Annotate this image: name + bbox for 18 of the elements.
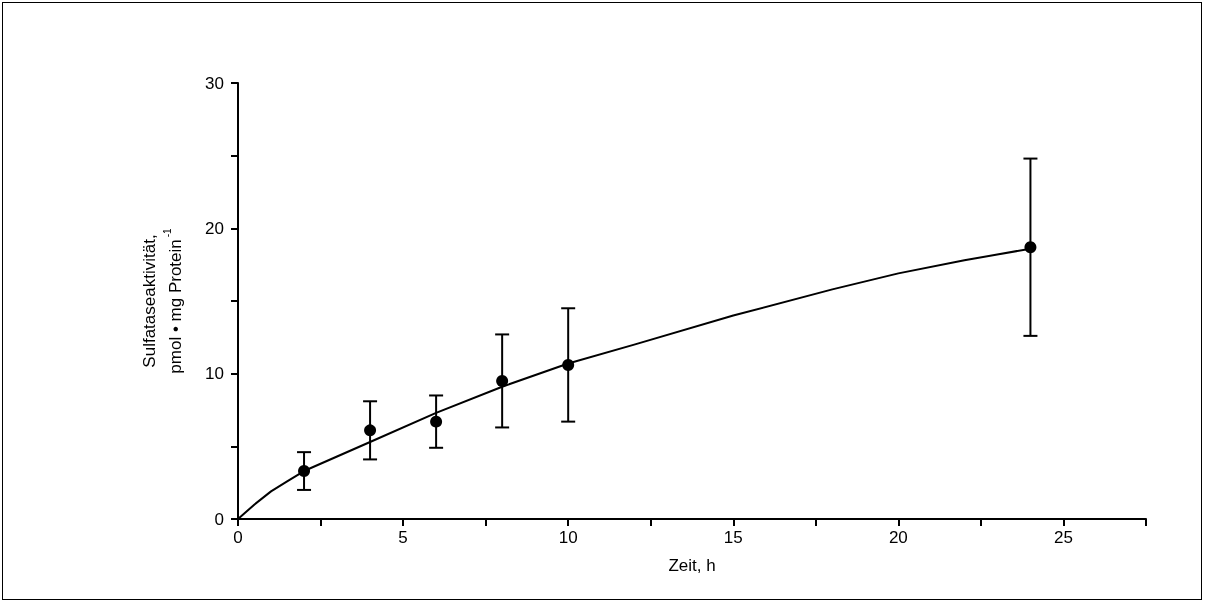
point (1024, 241, 1037, 254)
x-tick-label: 25 (1053, 528, 1073, 547)
x-tick-label: 10 (558, 528, 578, 547)
y-tick-label: 20 (205, 218, 224, 238)
x-tick-label: 0 (233, 528, 243, 547)
y-axis-title: Sulfataseaktivität, pmol • mg Protein-1 (139, 227, 185, 374)
point (496, 374, 509, 387)
point (430, 415, 443, 428)
x-tick-label: 5 (398, 528, 408, 547)
x-tick-label: 15 (723, 528, 743, 547)
point (562, 358, 575, 371)
y-tick-label: 0 (214, 509, 224, 529)
point (364, 424, 377, 437)
y-tick-label: 10 (205, 364, 224, 384)
point (298, 465, 311, 478)
y-tick-label: 30 (205, 73, 224, 93)
x-tick-label: 20 (888, 528, 908, 547)
x-axis-title: Zeit, h (668, 556, 716, 575)
